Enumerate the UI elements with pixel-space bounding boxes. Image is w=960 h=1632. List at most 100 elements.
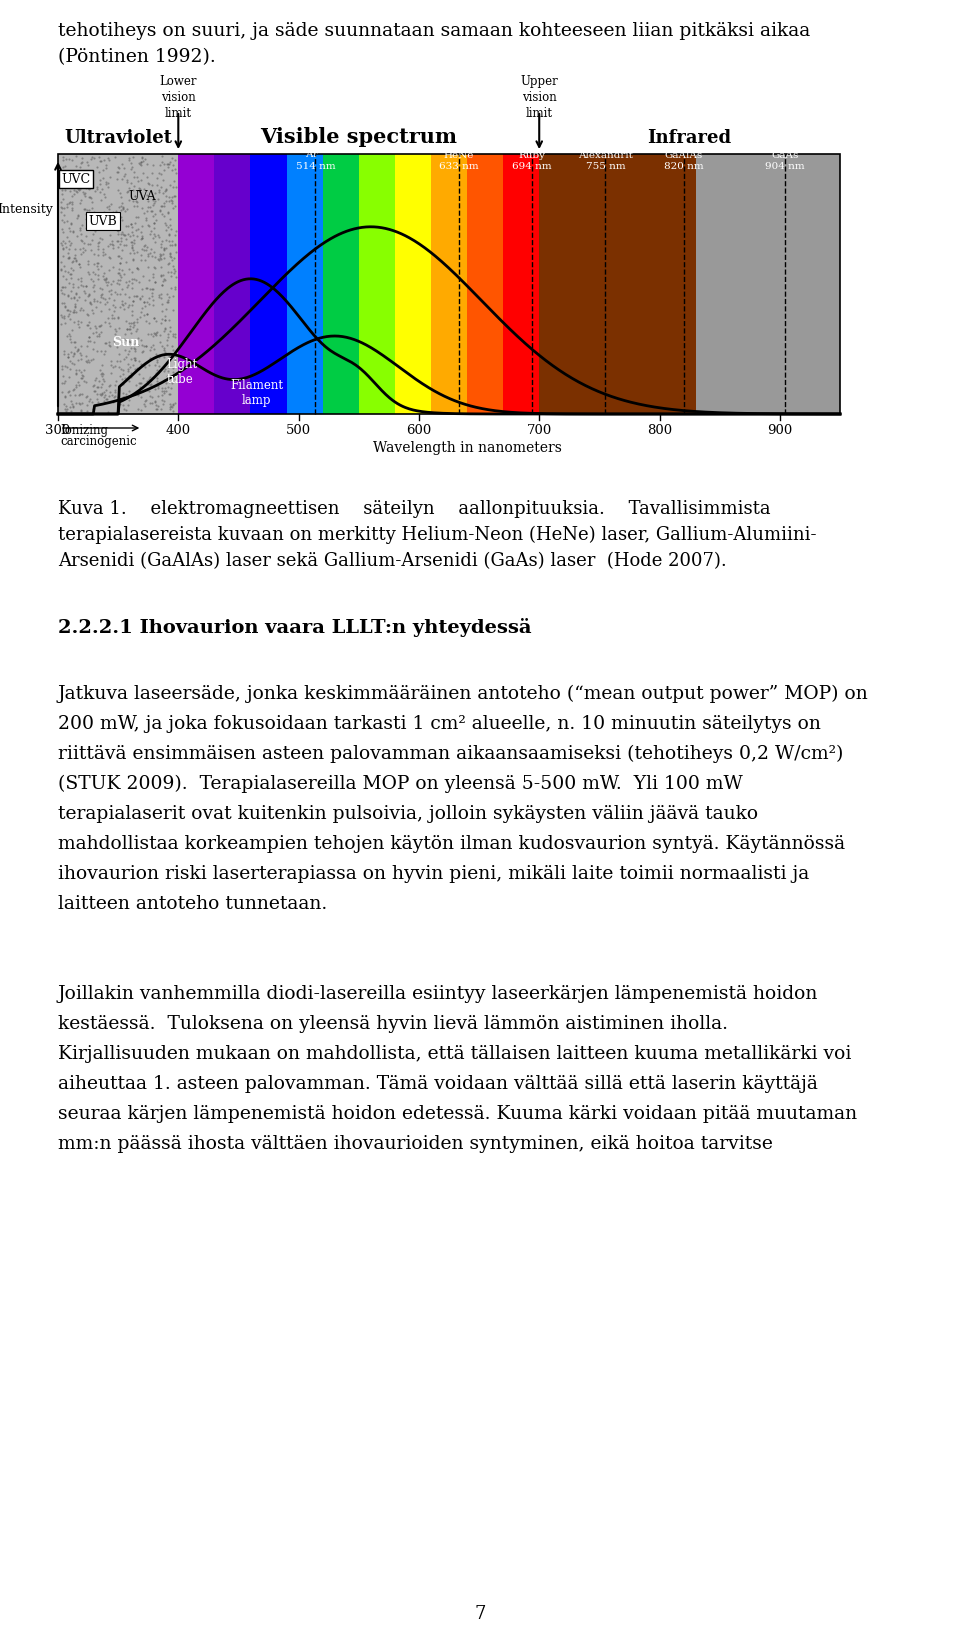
- Point: [72, 382, 87, 408]
- Point: [126, 266, 141, 292]
- Point: [70, 202, 85, 228]
- Point: [70, 312, 85, 338]
- Point: [107, 305, 122, 331]
- Point: [99, 273, 114, 299]
- Point: [124, 361, 139, 387]
- Text: UVB: UVB: [88, 215, 117, 228]
- Point: [94, 364, 109, 390]
- Point: [148, 388, 163, 415]
- Point: [73, 188, 88, 214]
- Point: [156, 263, 171, 289]
- Point: [79, 385, 94, 411]
- Point: [74, 212, 89, 238]
- Point: [118, 328, 133, 354]
- Point: [78, 181, 93, 207]
- Point: [54, 302, 69, 328]
- Point: [134, 145, 150, 171]
- Point: [108, 145, 123, 171]
- Point: [169, 240, 184, 266]
- Point: [121, 310, 136, 336]
- Point: [124, 233, 139, 259]
- Point: [108, 201, 124, 227]
- Point: [119, 274, 134, 300]
- Point: [95, 240, 110, 266]
- Point: [142, 346, 157, 372]
- Point: [85, 259, 101, 286]
- Point: [100, 400, 115, 426]
- Point: [78, 224, 93, 250]
- Point: [57, 196, 72, 222]
- Point: [82, 163, 97, 189]
- Point: [84, 228, 99, 255]
- Text: Alexandrit: Alexandrit: [578, 150, 633, 160]
- Text: tehotiheys on suuri, ja säde suunnataan samaan kohteeseen liian pitkäksi aikaa: tehotiheys on suuri, ja säde suunnataan …: [58, 21, 810, 39]
- Point: [145, 204, 160, 230]
- Point: [71, 173, 86, 199]
- Text: terapialasereista kuvaan on merkitty Helium-Neon (HeNe) laser, Gallium-Alumiini-: terapialasereista kuvaan on merkitty Hel…: [58, 526, 817, 543]
- Point: [102, 246, 117, 273]
- Point: [153, 242, 168, 268]
- Point: [155, 228, 170, 255]
- Point: [66, 286, 82, 312]
- Point: [126, 194, 141, 220]
- Point: [119, 214, 134, 240]
- Point: [84, 237, 99, 263]
- Point: [126, 315, 141, 341]
- Point: [123, 212, 138, 238]
- Text: Ar$^+$: Ar$^+$: [304, 147, 326, 160]
- Point: [67, 237, 83, 263]
- Point: [72, 284, 87, 310]
- Point: [119, 344, 134, 370]
- Point: [112, 268, 128, 294]
- Point: [134, 277, 150, 304]
- Point: [104, 348, 119, 374]
- Point: [149, 173, 164, 199]
- Point: [132, 152, 147, 178]
- Point: [53, 232, 68, 258]
- Point: [158, 370, 174, 397]
- Point: [163, 188, 179, 214]
- Point: [114, 209, 130, 235]
- Point: [85, 222, 101, 248]
- Point: [60, 209, 75, 235]
- Point: [155, 150, 170, 176]
- Point: [58, 294, 73, 320]
- Point: [128, 348, 143, 374]
- Point: [86, 289, 102, 315]
- Point: [59, 299, 74, 325]
- Point: [66, 273, 82, 299]
- Point: [126, 178, 141, 204]
- Text: 2.2.2.1 Ihovaurion vaara LLLT:n yhteydessä: 2.2.2.1 Ihovaurion vaara LLLT:n yhteydes…: [58, 617, 532, 636]
- Point: [77, 279, 92, 305]
- Point: [163, 259, 179, 286]
- Point: [126, 175, 141, 201]
- Point: [85, 214, 101, 240]
- Point: [68, 361, 84, 387]
- Point: [134, 145, 150, 171]
- Point: [62, 307, 78, 333]
- Point: [156, 338, 171, 364]
- Point: [103, 204, 118, 230]
- Point: [153, 255, 168, 281]
- Point: [57, 369, 72, 395]
- Point: [66, 353, 82, 379]
- Point: [133, 243, 149, 269]
- Point: [132, 286, 148, 312]
- Point: [96, 199, 111, 225]
- Point: [87, 315, 103, 341]
- Point: [89, 253, 105, 279]
- Point: [66, 377, 82, 403]
- Point: [55, 354, 70, 380]
- Point: [62, 189, 78, 215]
- Point: [156, 194, 171, 220]
- Point: [96, 261, 111, 287]
- Point: [136, 290, 152, 317]
- Point: [147, 269, 162, 295]
- Point: [149, 348, 164, 374]
- Text: 633 nm: 633 nm: [439, 162, 478, 171]
- Point: [107, 385, 122, 411]
- Point: [163, 217, 179, 243]
- Point: [140, 171, 156, 197]
- Point: [81, 171, 96, 197]
- Point: [162, 392, 178, 418]
